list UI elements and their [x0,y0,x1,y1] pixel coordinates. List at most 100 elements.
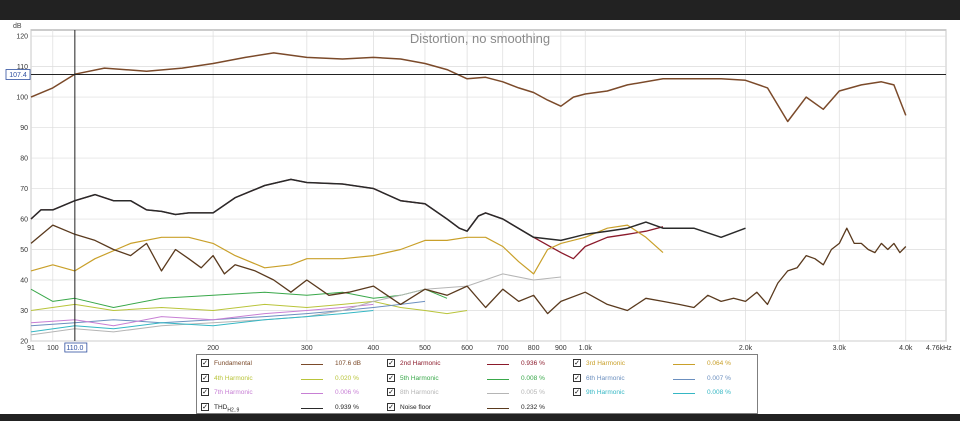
plot-area: 107.4 20 30 40 50 60 70 80 90 100 110 120 91 100 110.… [0,20,960,414]
legend-checkbox-2nd-harmonic[interactable]: ✓ [387,359,395,367]
series-line-6th-harmonic [30,300,426,327]
x-tick-label: 500 [419,345,431,352]
plot-frame [30,29,947,342]
legend-checkbox-7th-harmonic[interactable]: ✓ [201,388,209,396]
legend-label: 8th Harmonic [400,389,439,396]
legend-checkbox-3rd-harmonic[interactable]: ✓ [573,359,581,367]
x-tick-label: 700 [497,345,509,352]
legend-label: THDH2..9 [214,403,240,413]
x-tick-label: 2.0k [739,345,753,352]
series-line-8th-harmonic [30,273,561,336]
legend-swatch [301,407,323,409]
tick-labels: 20 30 40 50 60 70 80 90 100 110 120 91 100 110.0 200 30… [16,34,952,353]
top-dark-bar [0,0,960,20]
bottom-dark-bar [0,414,960,421]
legend-label: 6th Harmonic [586,374,625,382]
y-tick-label: 30 [20,308,28,315]
y-tick-label: 60 [20,217,28,224]
legend-swatch [487,393,509,394]
y-tick-label: 90 [20,125,28,132]
x-tick-label: 1.0k [579,345,593,352]
cursor-y-label: 107.4 [9,72,27,79]
series-line-3rd-harmonic [30,224,664,275]
y-axis-label: dB [13,23,22,30]
y-tick-label: 80 [20,156,28,163]
legend-value: 0.008 % [521,374,545,382]
series-line-thdh2-9 [30,178,746,242]
cursor-layer: 107.4 [5,30,946,341]
x-tick-label: 4.76kHz [926,345,952,352]
legend-item-2nd-harmonic: ✓ 2nd Harmonic 0.936 % [387,357,567,371]
x-tick-label: 800 [528,345,540,352]
legend-swatch [487,407,509,409]
legend-item-3rd-harmonic: ✓ 3rd Harmonic 0.064 % [573,357,753,371]
x-tick-label: 600 [461,345,473,352]
legend-item-7th-harmonic: ✓ 7th Harmonic 0.006 % [201,386,381,400]
legend-swatch [301,393,323,394]
legend-item-9th-harmonic: ✓ 9th Harmonic 0.008 % [573,386,753,400]
legend-label: 5th Harmonic [400,374,439,382]
legend-label: Fundamental [214,360,252,367]
series-line-7th-harmonic [30,303,374,327]
cursor-x-box [64,342,88,353]
legend-item-fundamental: ✓ Fundamental 107.6 dB [201,357,381,371]
legend-panel: ✓ Fundamental 107.6 dB ✓ 2nd Harmonic 0.936 %… [196,354,758,414]
x-tick-label: 400 [368,345,380,352]
series-line-4th-harmonic [30,300,468,315]
legend-checkbox-thd[interactable]: ✓ [201,402,209,411]
legend-value: 0.020 % [335,374,359,382]
y-tick-label: 120 [16,34,28,41]
legend-value: 0.936 % [521,360,545,367]
legend-value: 0.006 % [335,389,359,396]
series-layer [30,52,907,336]
distortion-chart: 107.4 20 30 40 50 60 70 80 90 100 110 120 91 100 110.… [5,23,952,353]
x-tick-label: 3.0k [833,345,847,352]
legend-label: 3rd Harmonic [586,360,626,367]
legend-value: 107.6 dB [335,360,362,367]
x-tick-label: 91 [27,345,35,352]
legend-checkbox-noise-floor[interactable]: ✓ [387,402,395,411]
legend-item-5th-harmonic: ✓ 5th Harmonic 0.008 % [387,372,567,386]
legend-swatch [487,364,509,365]
legend-value: 0.064 % [707,360,731,367]
legend-checkbox-9th-harmonic[interactable]: ✓ [573,388,581,396]
legend-label: 2nd Harmonic [400,360,441,367]
legend-label: 7th Harmonic [214,389,253,396]
grid [30,29,947,342]
x-tick-label: 110.0 [66,345,83,352]
legend-swatch [673,364,695,365]
series-line-noise-floor [30,224,907,315]
x-tick-label: 900 [555,345,567,352]
legend-swatch [301,364,323,365]
legend-checkbox-fundamental[interactable]: ✓ [201,359,209,367]
legend-value: 0.005 % [521,389,545,396]
y-tick-label: 100 [16,95,28,102]
legend-swatch [673,393,695,394]
y-tick-label: 70 [20,186,28,193]
x-tick-label: 300 [301,345,313,352]
legend-swatch [487,378,509,380]
legend-label: 9th Harmonic [586,389,625,396]
legend-value: 0.232 % [521,403,545,411]
y-tick-label: 20 [20,339,28,346]
legend-checkbox-6th-harmonic[interactable]: ✓ [573,373,581,382]
chart-title: Distortion, no smoothing [410,31,550,46]
legend-checkbox-8th-harmonic[interactable]: ✓ [387,388,395,396]
legend-item-4th-harmonic: ✓ 4th Harmonic 0.020 % [201,372,381,386]
y-tick-label: 40 [20,278,28,285]
series-line-9th-harmonic [30,310,374,333]
legend-item-8th-harmonic: ✓ 8th Harmonic 0.005 % [387,386,567,400]
cursor-y-box [5,69,31,80]
x-tick-label: 200 [207,345,219,352]
legend-swatch [673,378,695,380]
legend-value: 0.007 % [707,374,731,382]
legend-item-6th-harmonic: ✓ 6th Harmonic 0.007 % [573,372,753,386]
legend-checkbox-4th-harmonic[interactable]: ✓ [201,373,209,382]
y-tick-label: 50 [20,247,28,254]
legend-value: 0.939 % [335,403,359,411]
x-tick-label: 100 [47,345,59,352]
series-line-fundamental [30,52,907,123]
legend-value: 0.008 % [707,389,731,396]
legend-label: 4th Harmonic [214,374,253,382]
legend-checkbox-5th-harmonic[interactable]: ✓ [387,373,395,382]
